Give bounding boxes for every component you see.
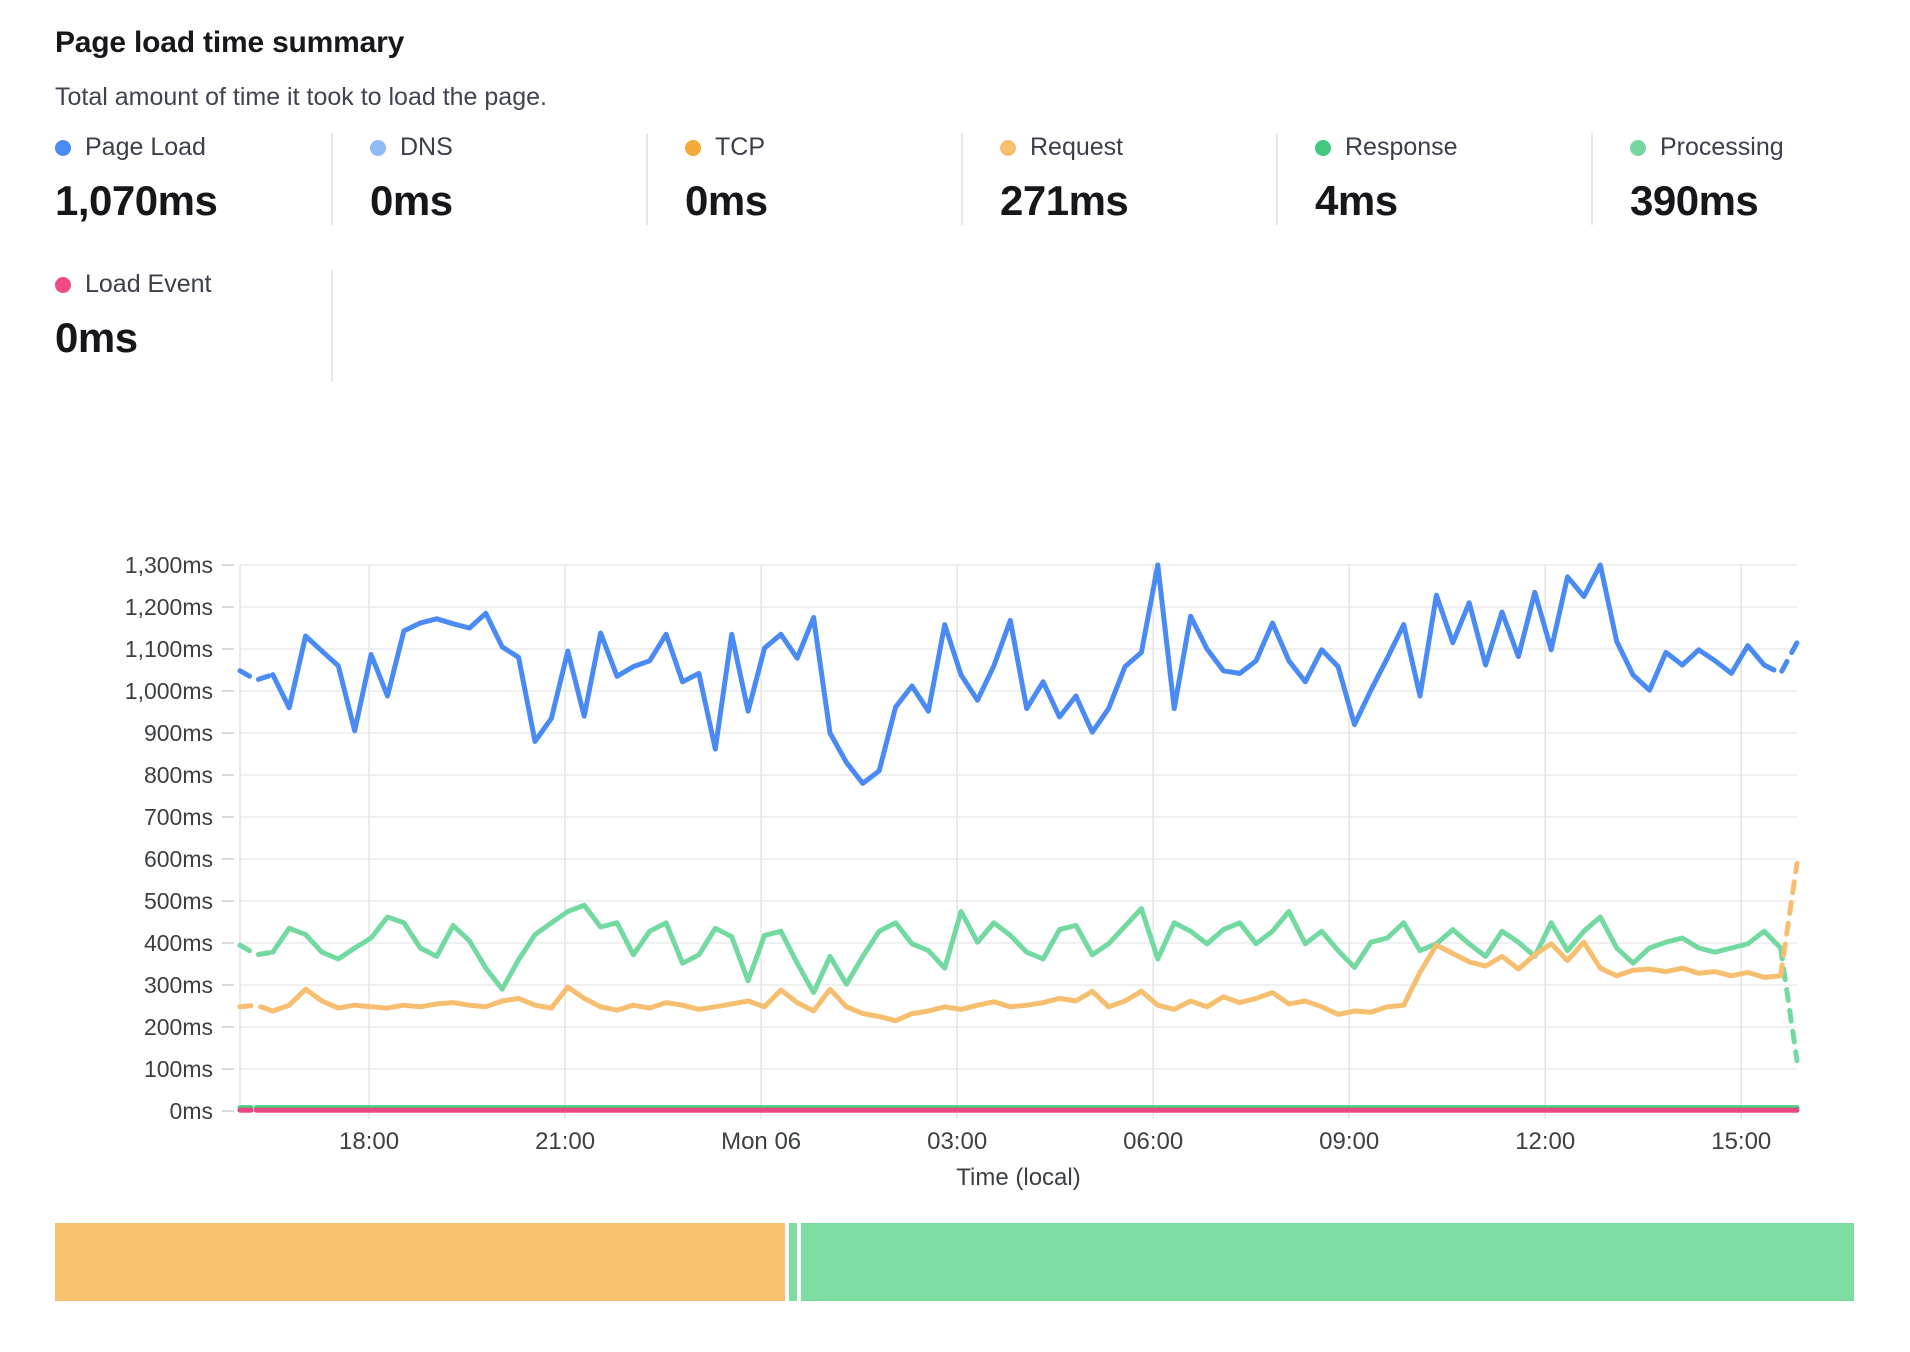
x-axis-title: Time (local)	[956, 1164, 1080, 1191]
y-axis-label: 900ms	[144, 720, 213, 746]
page-load-dot-icon	[55, 139, 71, 156]
y-axis-label: 400ms	[144, 930, 213, 956]
legend-stat-label: DNS	[400, 133, 453, 161]
y-axis-label: 200ms	[144, 1014, 213, 1040]
legend-stat-value: 0ms	[685, 177, 768, 224]
load-time-chart: 0ms 100ms 200ms 300ms 400ms 500ms 600ms 700ms 80…	[125, 552, 1800, 1191]
request-dot-icon	[1000, 139, 1016, 156]
legend-stat-header: Request	[1000, 133, 1276, 162]
y-axis-label: 300ms	[144, 972, 213, 998]
legend-stat-processing[interactable]: Processing 390ms	[1591, 133, 1906, 225]
legend-stat-label: Load Event	[85, 270, 212, 298]
legend-stat-tcp[interactable]: TCP 0ms	[646, 133, 961, 225]
legend-stat-value: 390ms	[1630, 177, 1759, 224]
chart-header: Page load time summary Total amount of t…	[55, 26, 547, 112]
legend-stat-value: 0ms	[370, 177, 453, 224]
legend-stat-value: 4ms	[1315, 177, 1398, 224]
page-subtitle: Total amount of time it took to load the…	[55, 83, 547, 111]
x-axis-label: 06:00	[1123, 1128, 1183, 1155]
legend-stats-row-2: Load Event 0ms	[55, 270, 333, 382]
legend-stat-value: 0ms	[55, 314, 138, 361]
tcp-dot-icon	[685, 139, 701, 156]
y-axis-label: 700ms	[144, 804, 213, 830]
page-load-line	[270, 562, 1767, 786]
y-axis-label: 100ms	[144, 1056, 213, 1082]
legend-stat-label: Page Load	[85, 133, 206, 161]
legend-stat-header: Load Event	[55, 270, 331, 299]
request-line	[270, 939, 1784, 1024]
legend-stat-label: Request	[1030, 133, 1124, 161]
processing-line	[270, 902, 1784, 996]
y-axis-label: 1,300ms	[125, 552, 213, 578]
dns-dot-icon	[370, 139, 386, 156]
y-axis-label: 1,100ms	[125, 636, 213, 662]
page-load-line-dashed	[1761, 640, 1800, 676]
status-segment-degraded[interactable]	[55, 1223, 785, 1301]
x-axis-label: 15:00	[1711, 1128, 1771, 1155]
request-line-dashed	[1778, 860, 1800, 979]
status-segment-passing[interactable]	[801, 1223, 1854, 1301]
x-axis-label: Mon 06	[721, 1128, 801, 1155]
legend-stat-header: Page Load	[55, 133, 331, 162]
y-axis-label: 0ms	[170, 1098, 213, 1124]
x-axis-label: 09:00	[1319, 1128, 1379, 1155]
y-axis-label: 1,200ms	[125, 594, 213, 620]
load-event-dot-icon	[55, 276, 71, 293]
x-axis-label: 03:00	[927, 1128, 987, 1155]
legend-stat-header: DNS	[370, 133, 646, 162]
x-axis-label: 21:00	[535, 1128, 595, 1155]
legend-stat-header: Processing	[1630, 133, 1906, 162]
status-segment-passing[interactable]	[789, 1223, 797, 1301]
processing-line-dashed	[237, 942, 276, 958]
check-status-timeline-bar	[55, 1223, 1854, 1301]
legend-stat-header: TCP	[685, 133, 961, 162]
legend-stat-load-event[interactable]: Load Event 0ms	[55, 270, 333, 382]
x-axis-label: 18:00	[339, 1128, 399, 1155]
y-axis-label: 800ms	[144, 762, 213, 788]
legend-stat-value: 271ms	[1000, 177, 1129, 224]
legend-stat-label: Processing	[1660, 133, 1784, 161]
response-dot-icon	[1315, 139, 1331, 156]
legend-stats-row: Page Load 1,070ms DNS 0ms TCP 0ms Request 271ms…	[55, 133, 1906, 225]
x-axis-label: 12:00	[1515, 1128, 1575, 1155]
legend-stat-header: Response	[1315, 133, 1591, 162]
processing-dot-icon	[1630, 139, 1646, 156]
page-title: Page load time summary	[55, 26, 405, 59]
legend-stat-value: 1,070ms	[55, 177, 218, 224]
y-axis-label: 1,000ms	[125, 678, 213, 704]
y-axis-label: 600ms	[144, 846, 213, 872]
page-load-line-dashed	[237, 668, 276, 683]
legend-stat-dns[interactable]: DNS 0ms	[331, 133, 646, 225]
y-axis-label: 500ms	[144, 888, 213, 914]
legend-stat-request[interactable]: Request 271ms	[961, 133, 1276, 225]
legend-stat-response[interactable]: Response 4ms	[1276, 133, 1591, 225]
legend-stat-label: TCP	[715, 133, 765, 161]
legend-stat-page-load[interactable]: Page Load 1,070ms	[55, 133, 331, 225]
legend-stat-label: Response	[1345, 133, 1458, 161]
request-line-dashed	[237, 1002, 276, 1014]
